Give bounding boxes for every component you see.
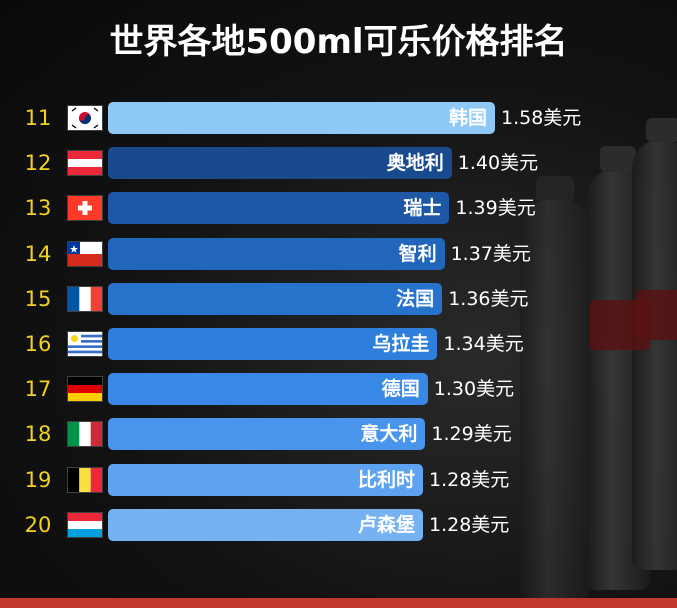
country-label: 德国 (381, 378, 420, 401)
value-label: 1.36美元 (448, 287, 529, 310)
rank-label: 11 (24, 106, 52, 130)
bar-row: 20 卢森堡 1.28美元 (0, 508, 677, 542)
rank-label: 18 (24, 422, 52, 447)
country-label: 卢森堡 (357, 513, 415, 536)
country-label: 韩国 (448, 107, 487, 129)
bar: 韩国 (108, 102, 495, 134)
bar: 卢森堡 (108, 508, 423, 541)
bar-row: 17 德国 1.30美元 (0, 372, 677, 406)
bar-row: 18 意大利 1.29美元 (0, 417, 677, 451)
bar-row: 12 奥地利 1.40美元 (0, 146, 677, 180)
bottom-accent-bar (0, 598, 677, 608)
value-label: 1.40美元 (457, 152, 539, 175)
rank-label: 12 (24, 151, 52, 176)
rank-label: 16 (24, 332, 52, 356)
value-label: 1.28美元 (429, 468, 510, 491)
bar: 意大利 (108, 418, 426, 451)
rank-label: 14 (24, 241, 52, 266)
value-label: 1.39美元 (455, 197, 536, 220)
bar-row: 15 法国 1.36美元 (0, 282, 677, 316)
rank-label: 20 (24, 512, 52, 537)
value-label: 1.37美元 (450, 242, 531, 265)
belgium-flag-icon (68, 467, 102, 492)
bar-row: 16 乌拉圭 1.34美元 (0, 327, 677, 361)
country-label: 瑞士 (403, 197, 442, 220)
rank-label: 13 (24, 196, 52, 221)
country-label: 意大利 (360, 423, 418, 446)
country-label: 奥地利 (386, 152, 444, 175)
austria-flag-icon (68, 151, 102, 176)
south-korea-flag-icon (68, 106, 102, 130)
chile-flag-icon (68, 241, 102, 266)
value-label: 1.30美元 (433, 378, 515, 401)
rank-label: 15 (24, 286, 52, 311)
luxembourg-flag-icon (68, 512, 102, 537)
value-label: 1.58美元 (501, 107, 582, 129)
bar-row: 19 比利时 1.28美元 (0, 463, 677, 497)
country-label: 乌拉圭 (372, 333, 430, 355)
bar-row: 13 瑞士 1.39美元 (0, 191, 677, 225)
switzerland-flag-icon (68, 196, 102, 221)
country-label: 法国 (396, 287, 435, 310)
bar: 德国 (108, 373, 428, 406)
france-flag-icon (68, 286, 102, 311)
bar: 智利 (108, 237, 445, 270)
country-label: 智利 (398, 242, 437, 265)
country-label: 比利时 (357, 468, 415, 491)
rank-label: 19 (24, 467, 52, 492)
bar-row: 11 韩国 1.58美元 (0, 101, 677, 135)
germany-flag-icon (68, 377, 102, 402)
chart-title: 世界各地500ml可乐价格排名 (109, 22, 568, 62)
bar: 法国 (108, 282, 443, 315)
rank-label: 17 (24, 377, 52, 402)
italy-flag-icon (68, 422, 102, 447)
value-label: 1.29美元 (431, 423, 512, 446)
bar: 瑞士 (108, 192, 450, 225)
bar: 比利时 (108, 463, 423, 496)
bar: 乌拉圭 (108, 328, 438, 360)
uruguay-flag-icon (68, 332, 102, 356)
value-label: 1.28美元 (429, 513, 510, 536)
bar: 奥地利 (108, 147, 452, 180)
bar-row: 14 智利 1.37美元 (0, 237, 677, 271)
value-label: 1.34美元 (443, 333, 524, 355)
